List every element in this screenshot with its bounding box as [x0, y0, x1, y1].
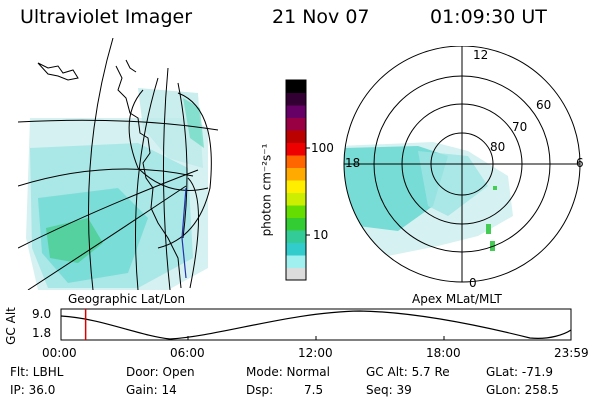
- altitude-xtick-2359: 23:59: [554, 346, 589, 360]
- colorbar-tick-10: 10: [313, 228, 329, 242]
- colorbar-gradient: [286, 80, 306, 281]
- altitude-xtick-1200: 12:00: [298, 346, 333, 360]
- colorbar-band: [286, 217, 306, 231]
- geographic-map: [18, 38, 219, 290]
- altitude-ytick-min: 1.8: [32, 326, 52, 340]
- mlat-label-60: 60: [536, 98, 552, 112]
- colorbar-unit-label: photon cm⁻²s⁻¹: [259, 143, 274, 237]
- dsp-value: 7.5: [304, 383, 324, 397]
- colorbar-band: [286, 117, 306, 131]
- mlt-label-0: 0: [469, 276, 477, 290]
- colorbar-band: [286, 167, 306, 181]
- colorbar-band: [286, 192, 306, 206]
- gain-info: Gain: 14: [126, 383, 177, 397]
- altitude-xtick-1800: 18:00: [426, 346, 461, 360]
- altitude-xtick-0600: 06:00: [170, 346, 205, 360]
- date-label: 21 Nov 07: [272, 6, 370, 28]
- seq-info: Seq: 39: [366, 383, 412, 397]
- polar-plot: [343, 46, 581, 283]
- time-label: 01:09:30 UT: [430, 6, 547, 28]
- mlat-label-70: 70: [512, 120, 528, 134]
- mode-info: Mode: Normal: [246, 365, 330, 379]
- altitude-plot: [60, 308, 572, 341]
- colorbar-band: [286, 242, 306, 256]
- instrument-title: Ultraviolet Imager: [20, 6, 193, 28]
- door-info: Door: Open: [126, 365, 195, 379]
- altitude-ytick-max: 9.0: [32, 307, 52, 321]
- ip-info: IP: 36.0: [10, 383, 56, 397]
- colorbar-band: [286, 255, 306, 268]
- mlat-label-80: 80: [490, 140, 506, 154]
- colorbar-band: [286, 155, 306, 168]
- colorbar-band: [286, 105, 306, 118]
- colorbar-band: [286, 142, 306, 156]
- mlt-label-18: 18: [345, 156, 361, 170]
- mlt-label-6: 6: [576, 156, 584, 170]
- glon-info: GLon: 258.5: [486, 383, 559, 397]
- glat-info: GLat: -71.9: [486, 365, 553, 379]
- altitude-curve: [60, 310, 572, 340]
- geographic-caption: Geographic Lat/Lon: [68, 292, 186, 306]
- gc-alt-info: GC Alt: 5.7 Re: [366, 365, 450, 379]
- altitude-ylabel: GC Alt: [3, 307, 18, 345]
- colorbar-band: [286, 180, 306, 193]
- mlt-label-12: 12: [473, 48, 489, 62]
- intensity-colorbar: [285, 79, 310, 281]
- polar-caption: Apex MLat/MLT: [412, 292, 502, 306]
- colorbar-band: [286, 267, 306, 281]
- colorbar-band: [286, 130, 306, 143]
- colorbar-band: [286, 230, 306, 243]
- colorbar-band: [286, 92, 306, 106]
- filter-info: Flt: LBHL: [10, 365, 64, 379]
- colorbar-tick-100: 100: [311, 141, 334, 155]
- colorbar-band: [286, 205, 306, 218]
- altitude-xtick-0000: 00:00: [42, 346, 77, 360]
- colorbar-band: [286, 80, 306, 93]
- dsp-info: Dsp:: [246, 383, 274, 397]
